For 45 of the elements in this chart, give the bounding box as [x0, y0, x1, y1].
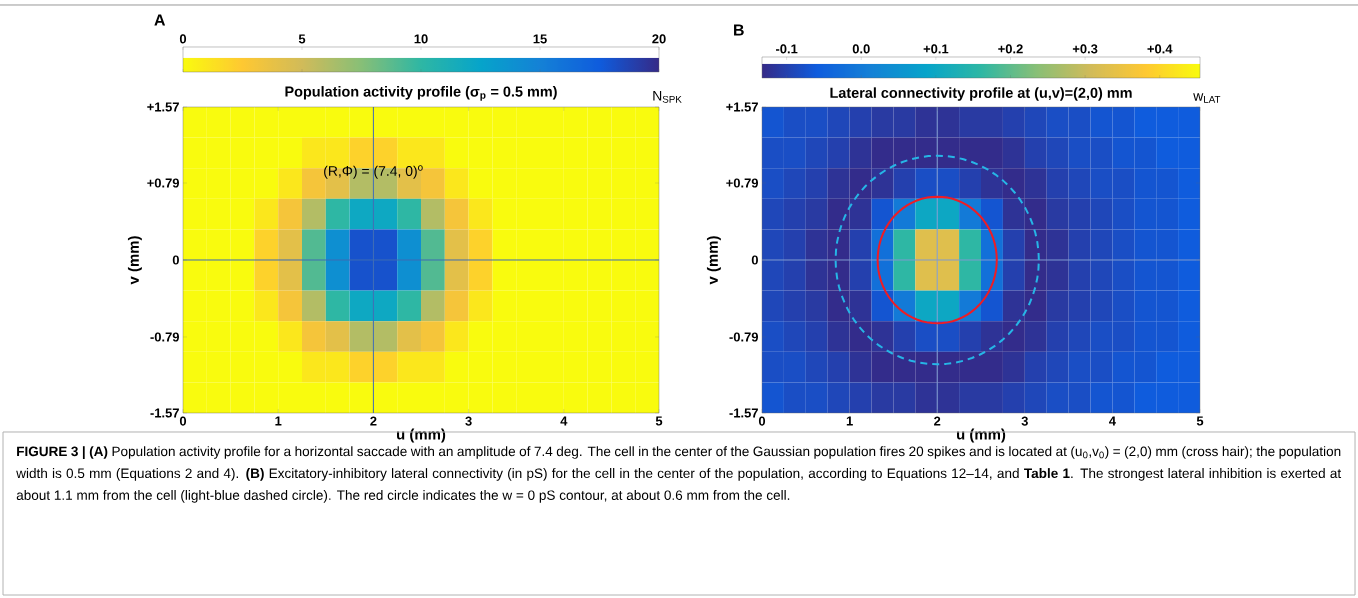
- annotation: (R,Φ) = (7.4, 0)$^{o}$: [324, 165, 423, 179]
- y-tick-label: 0: [751, 255, 758, 265]
- y-tick-label: -1.57: [729, 408, 758, 418]
- color-bar-title: N$_{SPK}$: [653, 90, 682, 103]
- x-axis-title: u (mm): [397, 428, 446, 443]
- color-bar-label: 0.0: [852, 44, 870, 54]
- x-tick-label: 0: [758, 416, 766, 426]
- chart-title: Population activity profile (σ$_{p}$ = 0.5 mm): [285, 86, 557, 101]
- x-axis-title: u (mm): [957, 428, 1006, 443]
- x-tick-label: 2: [370, 416, 377, 426]
- x-tick-label: 1: [275, 416, 282, 426]
- color-bar-label: 0: [179, 34, 187, 44]
- y-tick-label: +0.79: [147, 178, 179, 188]
- y-tick-label: +1.57: [726, 102, 758, 112]
- color-bar-label: 5: [298, 34, 306, 44]
- color-bar-label: 15: [533, 34, 547, 44]
- x-tick-label: 5: [655, 416, 663, 426]
- color-bar-label: -0.1: [775, 44, 798, 54]
- x-tick-label: 3: [1021, 416, 1028, 426]
- color-bar-label: 20: [652, 34, 666, 44]
- color-bar-label: +0.1: [923, 44, 949, 54]
- y-tick-label: -0.79: [729, 332, 758, 342]
- y-axis-title: v (mm): [127, 236, 142, 285]
- x-tick-label: 1: [846, 416, 853, 426]
- chart-title: Lateral connectivity profile at (u,v)=(2,0) mm: [830, 87, 1132, 101]
- y-tick-label: +0.79: [726, 178, 758, 188]
- y-tick-label: -1.57: [150, 408, 179, 418]
- x-tick-label: 4: [1109, 416, 1116, 426]
- color-bar-label: +0.3: [1072, 44, 1098, 54]
- text: A: [154, 14, 166, 26]
- x-tick-label: 4: [560, 416, 568, 426]
- x-tick-label: 5: [1196, 416, 1204, 426]
- y-tick-label: +1.57: [147, 102, 179, 112]
- color-bar-label: +0.4: [1147, 44, 1173, 54]
- x-tick-label: 0: [179, 416, 187, 426]
- color-bar-label: +0.2: [998, 44, 1023, 54]
- x-tick-label: 3: [465, 416, 472, 426]
- x-tick-label: 2: [934, 416, 941, 426]
- text: FIGURE 3 | (A) Population activity profile for a horizontal saccade with an amplitude of 7.4 deg. The cell in the center of the Gaussian population fires 20 spikes and is located at (u$_{0}$,v$_{0}$) = (2,0) mm (cross hair); the population width is 0.5 mm (Equations 2 and 4). (B) Excitatory-inhibitory lateral connectivity (in pS) for the cell in the center of the population, according to Equations 12–14, and Table 1. The strongest lateral inhibition is exerted at about 1.1 mm from the cell (light-blue dashed circle). The red circle indicates the w = 0 pS contour, at about 0.6 mm from the cell.: [16, 446, 1342, 503]
- text: B: [734, 24, 744, 36]
- y-tick-label: 0: [172, 255, 179, 265]
- color-bar-label: 10: [414, 34, 428, 44]
- y-tick-label: -0.79: [150, 332, 179, 342]
- y-axis-title: v (mm): [706, 236, 721, 285]
- color-bar-title: w$_{LAT}$: [1193, 93, 1221, 103]
